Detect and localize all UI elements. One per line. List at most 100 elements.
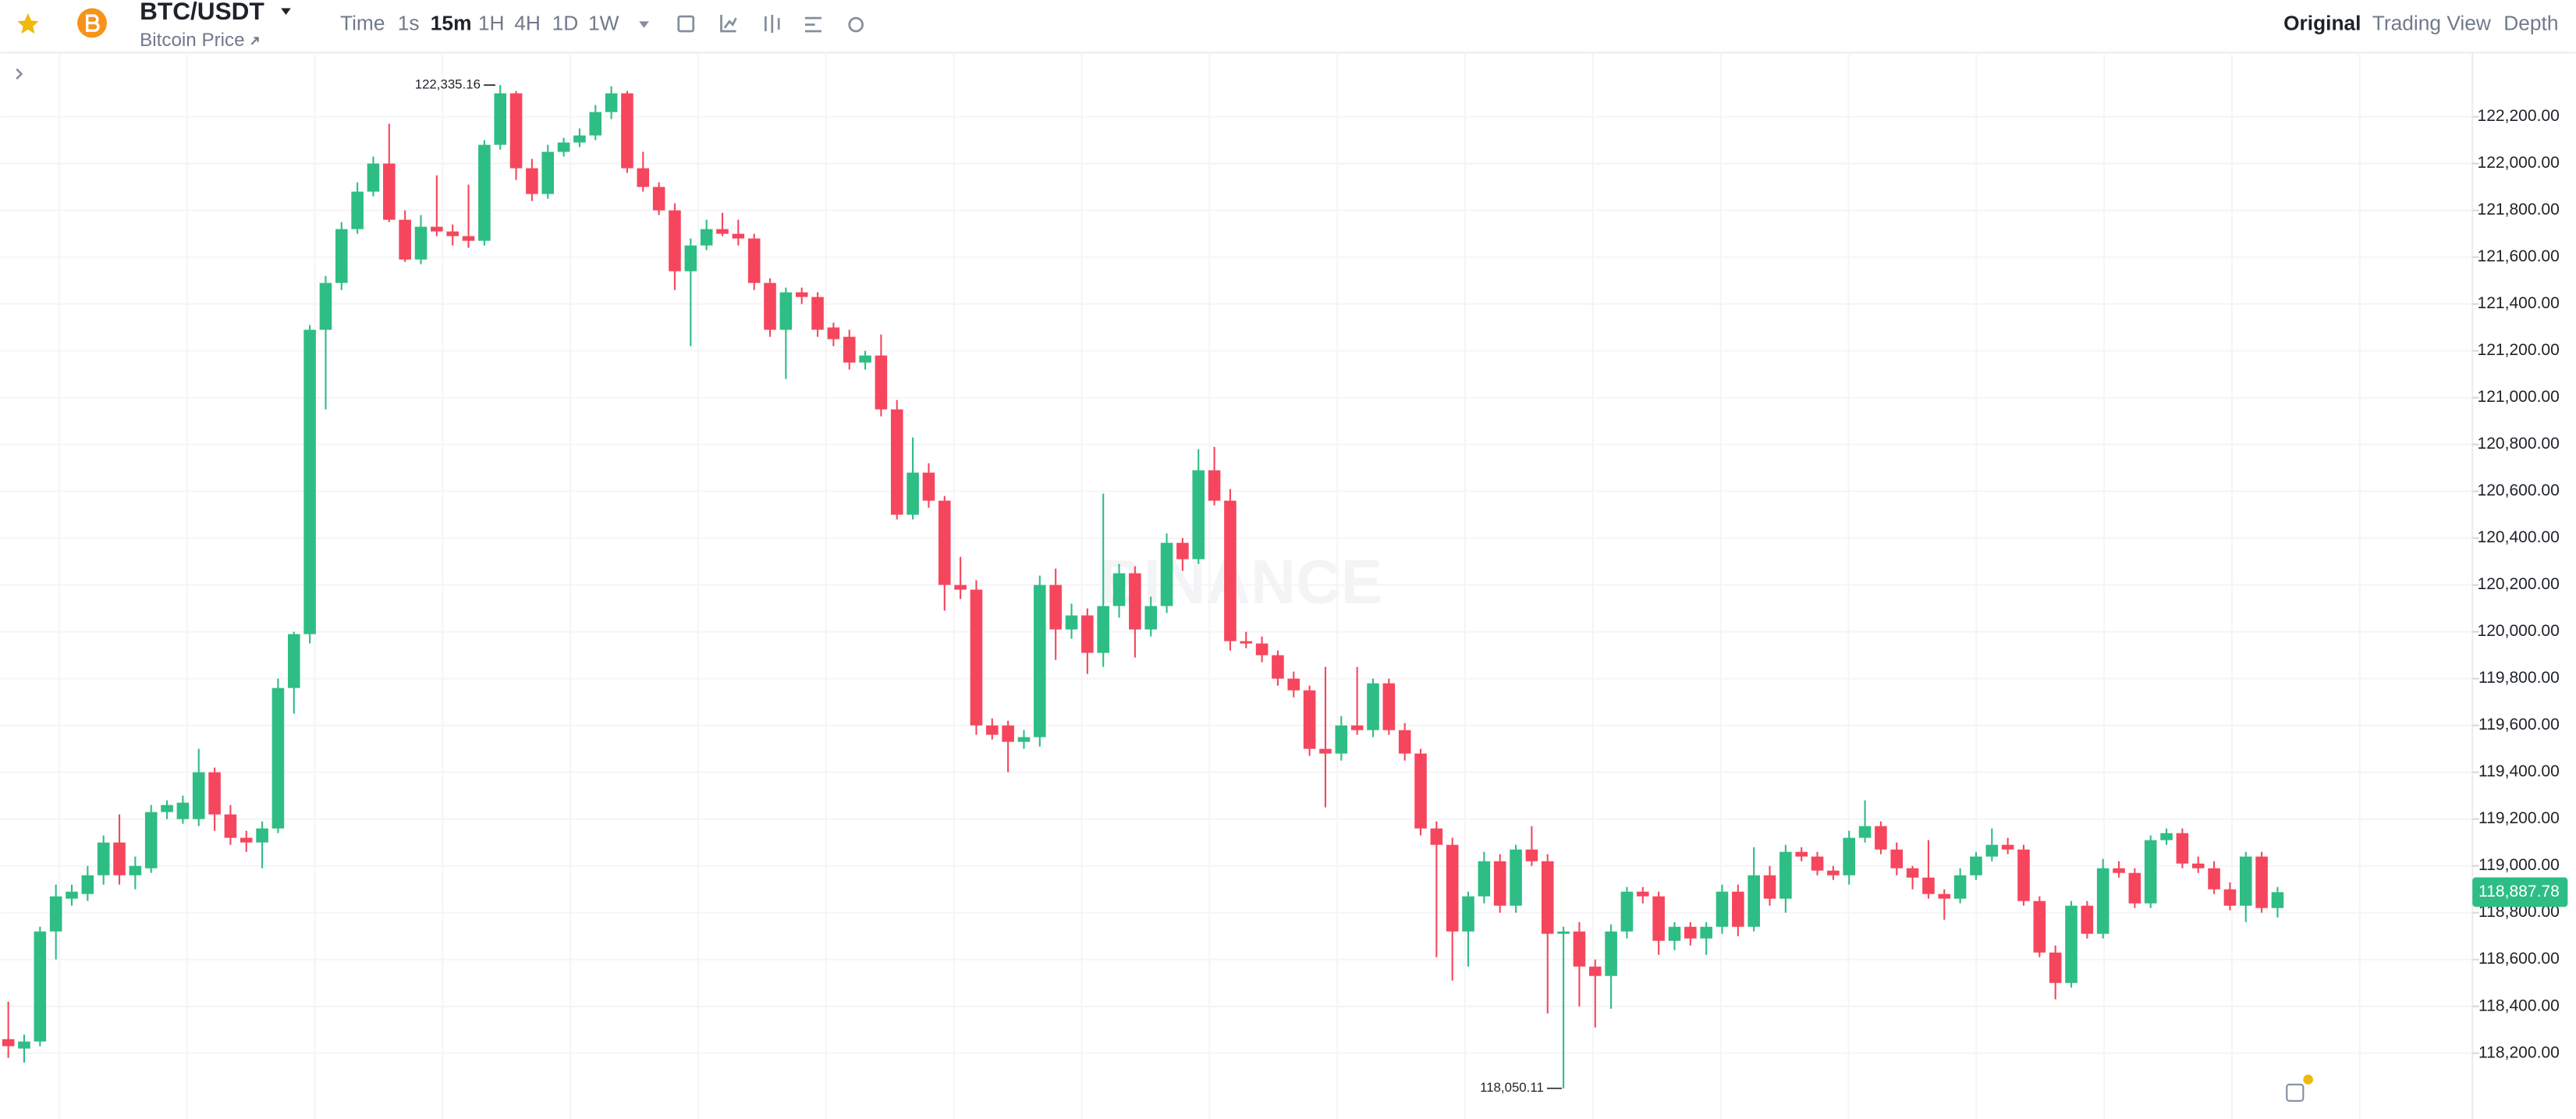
indicator-icon[interactable] [720, 14, 737, 33]
interval-option[interactable]: Time [340, 12, 385, 35]
candle-body [1081, 615, 1094, 653]
symbol-dropdown[interactable] [281, 8, 291, 15]
candle [526, 158, 538, 201]
price-axis: 118,200.00 118,400.00 118,600.00 118,800.00… [2472, 107, 2560, 1061]
candle [1255, 636, 1268, 663]
candle [2096, 858, 2109, 939]
candle-body [287, 634, 300, 688]
candle-body [1732, 891, 1744, 927]
candle [1906, 865, 1919, 890]
y-tick-label: 120,200.00 [2477, 575, 2559, 593]
calendar-icon[interactable] [677, 15, 695, 33]
favorite-star[interactable] [17, 12, 39, 34]
view-tab[interactable]: Original [2283, 12, 2361, 35]
candle-body [1446, 844, 1459, 932]
candle [1700, 922, 1712, 955]
candle [2128, 868, 2141, 908]
candle-body [970, 589, 983, 726]
candle [827, 322, 840, 346]
candle-body [700, 229, 713, 246]
interval-option[interactable]: 1W [588, 12, 619, 35]
interval-option[interactable]: 1s [398, 12, 420, 35]
interval-bar: Time 1s 15m 1H 4H 1D 1W [340, 12, 619, 35]
candle-body [589, 112, 602, 136]
min-price-label: 118,050.11 [1480, 1080, 1544, 1095]
candle [1732, 884, 1744, 936]
y-tick-label: 118,200.00 [2478, 1043, 2560, 1061]
candle [1034, 575, 1046, 747]
y-tick-label: 119,200.00 [2478, 809, 2560, 827]
candle [97, 835, 110, 885]
candle [859, 350, 871, 370]
subtitle-link[interactable]: Bitcoin Price [140, 30, 245, 51]
candle [240, 830, 253, 852]
interval-dropdown[interactable] [639, 21, 649, 28]
interval-option[interactable]: 15m [431, 12, 472, 35]
candle [684, 238, 697, 346]
candle [1319, 666, 1332, 808]
candle [509, 91, 523, 180]
candle-body [1795, 851, 1808, 857]
candle [1763, 865, 1776, 906]
candle-body [2223, 889, 2237, 906]
candle [287, 631, 300, 714]
candle-body [1858, 826, 1872, 838]
symbol[interactable]: BTC/USDT [140, 0, 264, 25]
candle [303, 325, 316, 644]
candle [1017, 730, 1031, 749]
candle-body [1843, 837, 1856, 876]
notes-icon[interactable] [2286, 1075, 2313, 1102]
candle-body [1112, 573, 1126, 606]
candle-body [954, 584, 967, 590]
candle [1049, 568, 1062, 660]
candle-body [1668, 926, 1681, 941]
chart-type-icon[interactable] [765, 14, 780, 34]
candle-body [1827, 870, 1840, 876]
candle-body [271, 687, 285, 829]
candle [431, 175, 443, 236]
candle-body [303, 329, 316, 634]
y-tick-label: 122,000.00 [2477, 154, 2559, 172]
layout-icon[interactable] [804, 16, 821, 33]
candle [1144, 596, 1158, 637]
interval-option[interactable]: 1H [478, 12, 505, 35]
candle [49, 884, 62, 960]
candle [351, 182, 364, 234]
y-tick-label: 121,200.00 [2477, 341, 2559, 359]
candle [2001, 837, 2014, 854]
view-tab[interactable]: Trading View [2372, 12, 2492, 35]
candle [1430, 821, 1443, 957]
candle [2223, 882, 2237, 911]
candle-body [1684, 926, 1697, 939]
candle-body [1557, 931, 1570, 934]
candle-body [399, 219, 411, 260]
candle-body [462, 236, 475, 241]
candle-body [1002, 725, 1014, 742]
candle-body [2049, 952, 2062, 983]
view-tab[interactable]: Depth [2503, 12, 2558, 35]
candle-body [113, 842, 126, 876]
interval-option[interactable]: 1D [552, 12, 579, 35]
candle [2144, 835, 2157, 908]
settings-icon[interactable] [848, 16, 864, 33]
candle-body [2001, 844, 2014, 850]
notes-box [2286, 1083, 2305, 1102]
interval-option[interactable]: 4H [514, 12, 541, 35]
candle-body [1970, 856, 1982, 876]
candle-body [938, 500, 951, 585]
candle-body [1652, 896, 1665, 941]
candle [2208, 861, 2220, 894]
candle [811, 292, 824, 337]
expand-toggle[interactable] [16, 68, 23, 80]
candle-body [509, 93, 523, 169]
candle-body [684, 245, 697, 272]
candle-body [2128, 872, 2141, 904]
candle [2017, 844, 2030, 906]
candle-body [1129, 573, 1141, 630]
candle-body [414, 226, 428, 260]
candle-body [1938, 893, 1951, 899]
candle-body [1017, 737, 1031, 742]
candle-body [144, 812, 158, 869]
candle-body [1255, 643, 1268, 655]
